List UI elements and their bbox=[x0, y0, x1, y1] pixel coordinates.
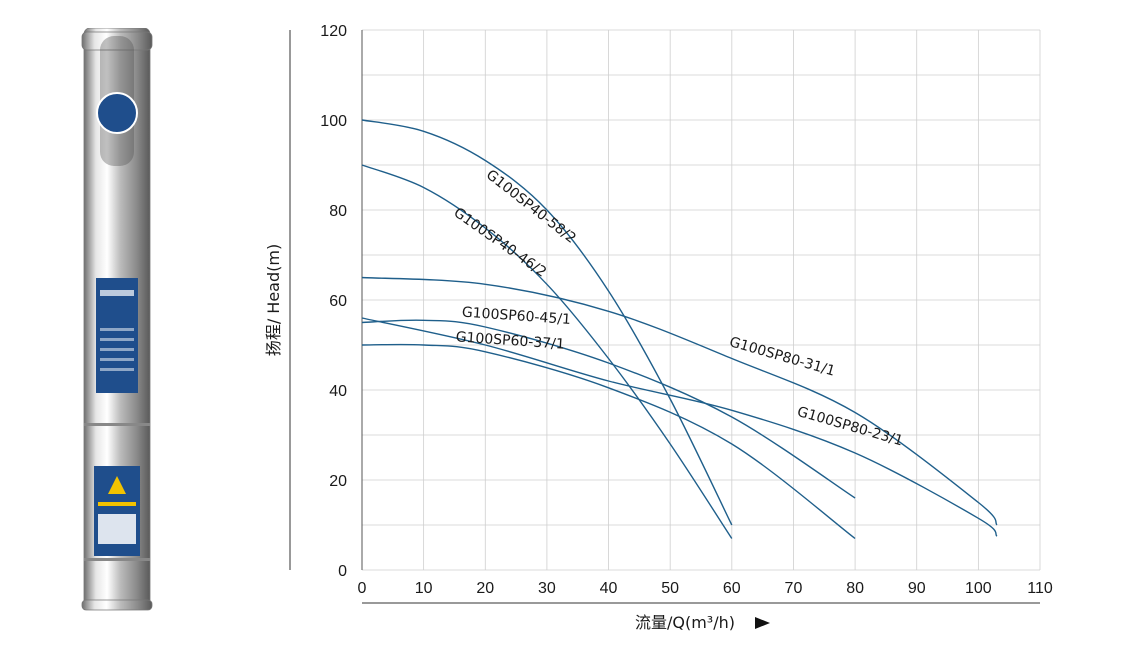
x-tick-label: 50 bbox=[661, 580, 679, 597]
curve-label-g100sp60-45-1: G100SP60-45/1 bbox=[461, 304, 571, 328]
y-tick-label: 100 bbox=[320, 113, 347, 130]
x-tick-label: 110 bbox=[1027, 580, 1053, 597]
curve-label-g100sp80-31-1: G100SP80-31/1 bbox=[728, 334, 837, 379]
y-tick-label: 80 bbox=[329, 203, 347, 220]
submersible-pump-image bbox=[81, 28, 153, 611]
y-tick-label: 20 bbox=[329, 473, 347, 490]
x-tick-label: 40 bbox=[600, 580, 618, 597]
x-tick-label: 10 bbox=[415, 580, 433, 597]
curve-g100sp60-37-1 bbox=[361, 343, 856, 540]
curve-g100sp40-58-2 bbox=[361, 119, 733, 526]
curve-label-g100sp60-37-1: G100SP60-37/1 bbox=[455, 329, 565, 353]
curve-g100sp80-23-1 bbox=[361, 317, 998, 537]
x-axis-arrow-icon bbox=[755, 617, 770, 629]
x-axis-title: 流量/Q(m³/h) bbox=[635, 613, 735, 632]
x-tick-label: 100 bbox=[965, 580, 992, 597]
y-axis-title: 扬程/ Head(m) bbox=[264, 244, 283, 356]
y-tick-labels: 0 20 40 60 80 100 120 bbox=[320, 23, 347, 580]
curve-labels: G100SP40-58/2G100SP40-46/2G100SP80-31/1G… bbox=[451, 167, 905, 449]
y-tick-label: 120 bbox=[320, 23, 347, 40]
x-tick-label: 60 bbox=[723, 580, 741, 597]
curve-g100sp80-31-1 bbox=[361, 276, 998, 526]
x-tick-label: 30 bbox=[538, 580, 556, 597]
curve-g100sp40-46-2 bbox=[361, 164, 733, 539]
y-tick-label: 0 bbox=[338, 563, 347, 580]
x-tick-label: 20 bbox=[476, 580, 494, 597]
x-tick-label: 70 bbox=[785, 580, 803, 597]
x-tick-label: 0 bbox=[358, 580, 367, 597]
y-tick-label: 40 bbox=[329, 383, 347, 400]
x-tick-label: 80 bbox=[846, 580, 864, 597]
grid bbox=[361, 29, 1041, 571]
curve-label-g100sp80-23-1: G100SP80-23/1 bbox=[795, 404, 904, 449]
curve-g100sp60-45-1 bbox=[361, 319, 856, 499]
y-tick-label: 60 bbox=[329, 293, 347, 310]
x-tick-labels: 0 10 20 30 40 50 60 70 80 90 100 110 bbox=[358, 580, 1053, 597]
x-tick-label: 90 bbox=[908, 580, 926, 597]
curves bbox=[361, 119, 998, 540]
